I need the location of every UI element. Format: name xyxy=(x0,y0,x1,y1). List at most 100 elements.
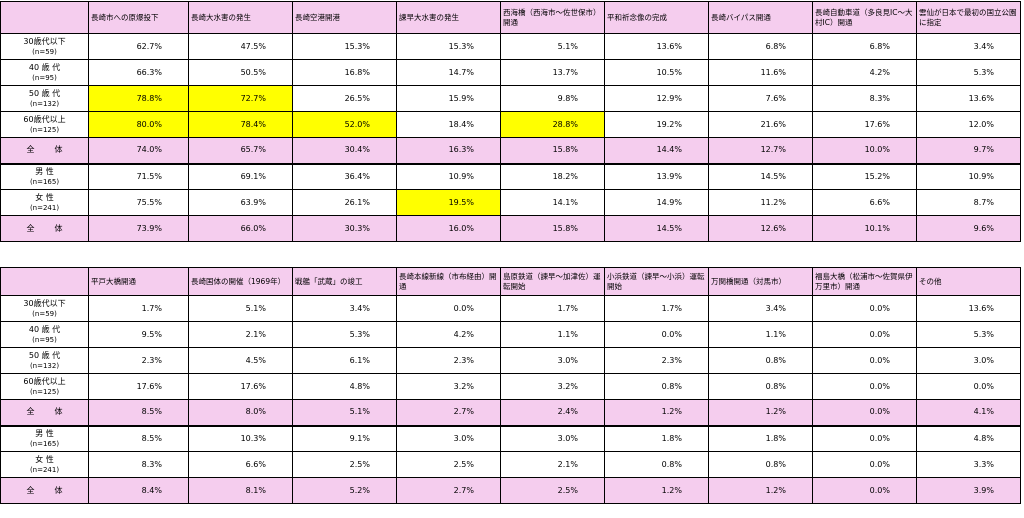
row-label: 30歳代以下 (n=59) xyxy=(0,295,89,322)
table-cell: 3.0% xyxy=(500,424,605,452)
table-cell: 69.1% xyxy=(188,162,293,190)
table-cell: 5.1% xyxy=(292,399,397,426)
row-label-text: 全 体 xyxy=(26,145,69,155)
table-cell: 0.0% xyxy=(812,295,917,322)
table-cell: 14.4% xyxy=(604,137,709,164)
total-row: 全 体 8.4% 8.1% 5.2% 2.7% 2.5% 1.2% 1.2% 0.0% 3.9% xyxy=(0,477,1021,504)
table-cell: 47.5% xyxy=(188,33,293,60)
column-header: 長崎本線新線（市布経由）開通 xyxy=(396,267,501,296)
table-cell: 17.6% xyxy=(88,373,189,400)
table-cell: 14.1% xyxy=(500,189,605,216)
table-cell: 0.0% xyxy=(396,295,501,322)
row-label-text: 全 体 xyxy=(26,407,69,417)
table-cell: 30.4% xyxy=(292,137,397,164)
table-cell: 5.1% xyxy=(500,33,605,60)
table-cell: 6.8% xyxy=(708,33,813,60)
row-sample-size: (n=165) xyxy=(29,177,60,186)
table-cell: 2.5% xyxy=(500,477,605,504)
table-row: 30歳代以下 (n=59) 62.7% 47.5% 15.3% 15.3% 5.1% 13.6… xyxy=(0,33,1021,60)
table-cell: 1.1% xyxy=(500,321,605,348)
table-cell: 6.8% xyxy=(812,33,917,60)
table-cell: 63.9% xyxy=(188,189,293,216)
column-header: 長崎国体の開催（1969年） xyxy=(188,267,293,296)
column-header: 長崎空港開港 xyxy=(292,1,397,34)
table-cell: 2.7% xyxy=(396,477,501,504)
table-awareness-bottom: 平戸大橋開通 長崎国体の開催（1969年） 戦艦「武蔵」の竣工 長崎本線新線（市布経由… xyxy=(0,267,1021,504)
table-cell: 2.7% xyxy=(396,399,501,426)
table-cell: 8.0% xyxy=(188,399,293,426)
table-cell: 4.5% xyxy=(188,347,293,374)
row-label-text: 60歳代以上 xyxy=(23,376,66,386)
row-label-text: 男 性 xyxy=(35,166,54,176)
table-cell: 0.0% xyxy=(916,373,1021,400)
column-header: 平戸大橋開通 xyxy=(88,267,189,296)
row-sample-size: (n=95) xyxy=(32,335,57,344)
table-cell: 13.6% xyxy=(916,85,1021,112)
table-cell: 80.0% xyxy=(88,111,189,138)
table-cell: 1.2% xyxy=(604,477,709,504)
row-sample-size: (n=59) xyxy=(32,309,57,318)
table-cell: 4.8% xyxy=(292,373,397,400)
table-cell: 2.5% xyxy=(396,451,501,478)
row-label: 全 体 xyxy=(0,137,89,164)
table-cell: 5.1% xyxy=(188,295,293,322)
row-label-text: 40 歳 代 xyxy=(28,62,61,72)
table-cell: 62.7% xyxy=(88,33,189,60)
table-cell: 0.8% xyxy=(708,373,813,400)
table-cell: 9.8% xyxy=(500,85,605,112)
table-cell: 3.4% xyxy=(708,295,813,322)
table-cell: 10.0% xyxy=(812,137,917,164)
table-cell: 13.6% xyxy=(604,33,709,60)
table-cell: 15.8% xyxy=(500,215,605,242)
column-header: 島原鉄道（諫早～加津佐）運転開始 xyxy=(500,267,605,296)
table-cell: 78.8% xyxy=(88,85,189,112)
row-label-text: 女 性 xyxy=(35,192,54,202)
table-cell: 52.0% xyxy=(292,111,397,138)
table-cell: 3.4% xyxy=(916,33,1021,60)
table-cell: 15.3% xyxy=(292,33,397,60)
row-sample-size: (n=95) xyxy=(32,73,57,82)
total-row: 全 体 8.5% 8.0% 5.1% 2.7% 2.4% 1.2% 1.2% 0.0% 4.1% xyxy=(0,399,1021,426)
table-cell: 6.6% xyxy=(812,189,917,216)
total-row: 全 体 74.0% 65.7% 30.4% 16.3% 15.8% 14.4% 12.7% 10… xyxy=(0,137,1021,164)
table-cell: 75.5% xyxy=(88,189,189,216)
table-cell: 0.0% xyxy=(812,321,917,348)
table-cell: 0.8% xyxy=(708,451,813,478)
row-sample-size: (n=132) xyxy=(29,361,60,370)
column-header: 諫早大水害の発生 xyxy=(396,1,501,34)
table-cell: 7.6% xyxy=(708,85,813,112)
table-cell: 2.3% xyxy=(604,347,709,374)
row-label: 全 体 xyxy=(0,477,89,504)
table-cell: 4.8% xyxy=(916,424,1021,452)
table-cell: 8.1% xyxy=(188,477,293,504)
row-label-text: 30歳代以下 xyxy=(23,298,66,308)
header-row: 長崎市への原爆投下 長崎大水害の発生 長崎空港開港 諫早大水害の発生 西海橋（西海市～佐… xyxy=(0,1,1021,34)
table-cell: 8.7% xyxy=(916,189,1021,216)
table-cell: 0.0% xyxy=(604,321,709,348)
table-cell: 3.9% xyxy=(916,477,1021,504)
row-label: 50 歳 代 (n=132) xyxy=(0,347,89,374)
table-cell: 1.7% xyxy=(88,295,189,322)
table-cell: 8.3% xyxy=(88,451,189,478)
row-label: 60歳代以上 (n=125) xyxy=(0,111,89,138)
row-sample-size: (n=165) xyxy=(29,439,60,448)
row-label-text: 50 歳 代 xyxy=(28,88,61,98)
table-cell: 13.7% xyxy=(500,59,605,86)
table-cell: 5.3% xyxy=(292,321,397,348)
row-sample-size: (n=132) xyxy=(29,99,60,108)
table-cell: 18.2% xyxy=(500,162,605,190)
table-cell: 9.1% xyxy=(292,424,397,452)
table-row: 50 歳 代 (n=132) 78.8% 72.7% 26.5% 15.9% 9.8% 12.… xyxy=(0,85,1021,112)
table-cell: 9.6% xyxy=(916,215,1021,242)
row-label-text: 女 性 xyxy=(35,454,54,464)
table-cell: 26.1% xyxy=(292,189,397,216)
table-cell: 9.7% xyxy=(916,137,1021,164)
row-label-text: 全 体 xyxy=(26,223,69,233)
table-cell: 17.6% xyxy=(812,111,917,138)
table-cell: 10.1% xyxy=(812,215,917,242)
table-cell: 30.3% xyxy=(292,215,397,242)
row-label: 30歳代以下 (n=59) xyxy=(0,33,89,60)
table-cell: 18.4% xyxy=(396,111,501,138)
row-sample-size: (n=125) xyxy=(29,125,60,134)
table-cell: 14.9% xyxy=(604,189,709,216)
